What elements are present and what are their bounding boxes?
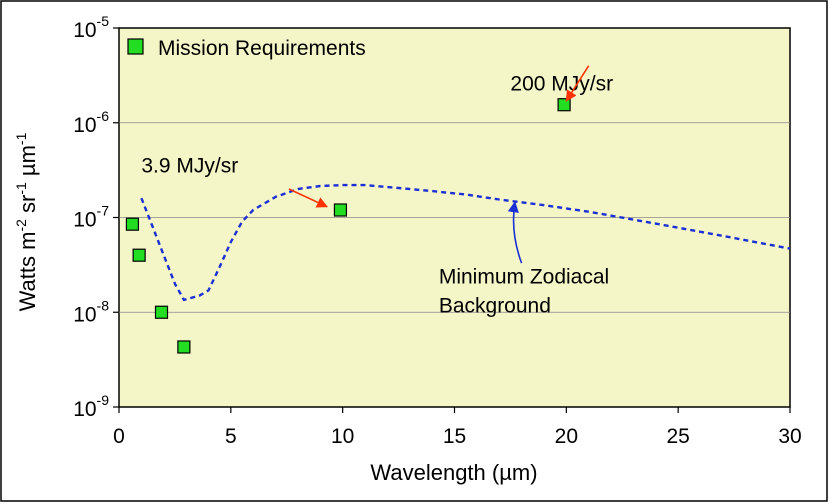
ann-zodi-arrow: [507, 201, 523, 264]
ann-zodi-label-line2: Background: [439, 294, 551, 317]
requirement-marker: [125, 217, 140, 231]
ann-zodi-label: Minimum Zodiacal: [439, 266, 609, 289]
x-tick-label: 20: [555, 425, 578, 448]
requirement-marker: [557, 98, 571, 112]
ann-200-arrow: [565, 65, 590, 102]
legend-label: Mission Requirements: [158, 37, 366, 60]
requirement-marker: [132, 248, 146, 262]
requirement-marker: [154, 305, 169, 319]
gridlines: [119, 122, 790, 313]
zodiacal-background-line: [140, 183, 791, 302]
x-tick-label: 25: [666, 425, 689, 448]
x-axis-label: Wavelength (µm): [370, 460, 537, 485]
y-axis-label: Watts m-2 sr-1 µm-1: [13, 132, 40, 311]
x-tick-label: 10: [331, 425, 354, 448]
y-tick-label: 10-8: [73, 297, 109, 326]
y-tick-label: 10-7: [73, 203, 109, 232]
zodiacal-curve: [140, 183, 791, 302]
mission-requirement-markers: [125, 98, 571, 354]
ann-3.9-arrow: [288, 188, 329, 208]
x-ticks: 0 5 10 15 20 25 30: [113, 407, 802, 448]
x-tick-label: 5: [225, 425, 237, 448]
legend-marker: [127, 38, 144, 55]
legend: Mission Requirements: [127, 37, 366, 60]
y-tick-label: 10-6: [73, 108, 109, 137]
y-ticks: 10-9 10-8 10-7 10-6 10-5: [73, 13, 119, 421]
x-tick-label: 0: [113, 425, 125, 448]
annotations: 200 MJy/sr 3.9 MJy/sr Minimum Zodiacal Back…: [141, 65, 613, 317]
requirement-marker: [333, 203, 348, 217]
ann-200-label: 200 MJy/sr: [510, 72, 613, 95]
x-tick-label: 30: [778, 425, 801, 448]
y-tick-label: 10-5: [73, 13, 109, 42]
requirement-marker: [177, 340, 191, 354]
y-tick-label: 10-9: [73, 392, 109, 421]
x-tick-label: 15: [443, 425, 466, 448]
ann-3.9-label: 3.9 MJy/sr: [141, 154, 238, 177]
